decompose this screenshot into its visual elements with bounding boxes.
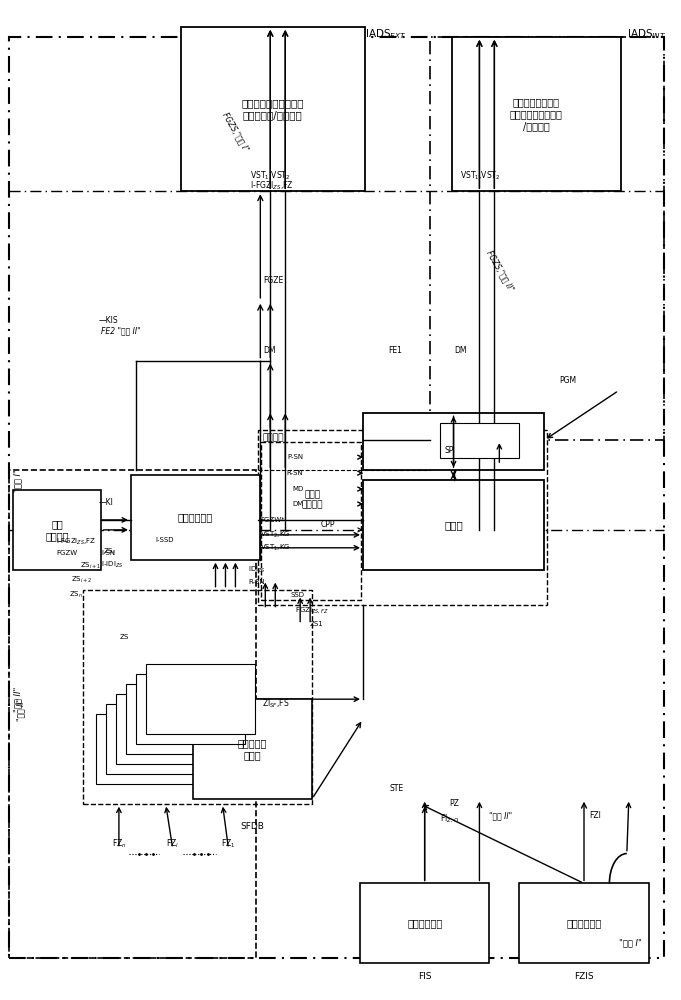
Bar — [136, 674, 245, 744]
Bar — [131, 475, 260, 560]
Text: FE2 "选项 II": FE2 "选项 II" — [101, 326, 140, 335]
Text: "选项 II": "选项 II" — [490, 811, 513, 820]
Text: R-SN: R-SN — [287, 470, 303, 476]
Text: FZ$_1$: FZ$_1$ — [221, 837, 236, 850]
Text: 背景
信息系统: 背景 信息系统 — [46, 519, 69, 541]
Text: MD: MD — [292, 486, 303, 492]
Text: FIS: FIS — [418, 972, 431, 981]
Text: FZ$_i$: FZ$_i$ — [166, 837, 179, 850]
Text: I-FGZI$_{ZS}$,FZ: I-FGZI$_{ZS}$,FZ — [251, 179, 294, 192]
Text: FGZS,"选项 I": FGZS,"选项 I" — [221, 110, 250, 153]
Bar — [106, 704, 215, 774]
Text: "选项 II": "选项 II" — [16, 698, 25, 721]
Text: ZS: ZS — [120, 634, 129, 640]
Text: FGZW: FGZW — [56, 550, 77, 556]
Text: VST$_2$,KG: VST$_2$,KG — [259, 530, 290, 540]
Bar — [146, 664, 255, 734]
Bar — [126, 684, 236, 754]
Text: ZS$_i$: ZS$_i$ — [104, 547, 116, 557]
Bar — [360, 883, 490, 963]
Text: "选项 II": "选项 II" — [14, 686, 22, 712]
Text: VST$_1$,VST$_2$: VST$_1$,VST$_2$ — [251, 169, 291, 182]
Text: FZI: FZI — [589, 811, 601, 820]
Text: IADS$_{INT}$: IADS$_{INT}$ — [627, 27, 666, 41]
Text: R-SN: R-SN — [249, 579, 265, 585]
Bar — [430, 37, 664, 440]
Text: IADS$_{EXT}$: IADS$_{EXT}$ — [365, 27, 406, 41]
Text: I-SN: I-SN — [101, 550, 115, 556]
Text: 外部的，例如陆地侧的
信息接收器/诊断系统: 外部的，例如陆地侧的 信息接收器/诊断系统 — [242, 98, 304, 120]
Text: "选项 I": "选项 I" — [14, 469, 22, 492]
Text: 内部的，例如位于
车辆上的信息接收器
/诊断系统: 内部的，例如位于 车辆上的信息接收器 /诊断系统 — [510, 97, 563, 131]
Text: ZI$_{SF}$,FS: ZI$_{SF}$,FS — [262, 698, 290, 710]
Text: STE: STE — [390, 784, 404, 793]
Text: 存储: 存储 — [447, 437, 460, 447]
Bar — [10, 470, 256, 958]
Text: DM: DM — [264, 346, 276, 355]
Text: SP: SP — [445, 446, 454, 455]
Bar — [258, 430, 547, 605]
Text: 乘客计数装置: 乘客计数装置 — [178, 512, 213, 522]
Bar — [520, 883, 649, 963]
Text: VST$_1$,VST$_2$: VST$_1$,VST$_2$ — [460, 169, 500, 182]
Text: I-IDI$_{ZS}$: I-IDI$_{ZS}$ — [101, 560, 123, 570]
Text: VST$_1$,KG: VST$_1$,KG — [259, 543, 290, 553]
Bar — [116, 694, 225, 764]
Text: ZS1: ZS1 — [310, 621, 324, 627]
Text: 行程信息系统: 行程信息系统 — [407, 918, 442, 928]
Bar — [180, 27, 365, 191]
Text: FZIS: FZIS — [574, 972, 594, 981]
Text: 处理器: 处理器 — [444, 520, 463, 530]
Text: DM: DM — [292, 501, 303, 507]
Bar — [363, 480, 544, 570]
Text: "选项 I": "选项 I" — [619, 939, 642, 948]
Text: 车辆信息系统: 车辆信息系统 — [567, 918, 601, 928]
Bar — [363, 413, 544, 470]
Bar — [440, 423, 520, 458]
Text: FE1: FE1 — [387, 346, 402, 355]
Text: FZ$_n$: FZ$_n$ — [112, 837, 126, 850]
Text: 路段和车辆
数据库: 路段和车辆 数据库 — [238, 738, 267, 760]
Text: FI$_{Z,O}$: FI$_{Z,O}$ — [440, 813, 459, 825]
Text: —KI: —KI — [99, 498, 114, 507]
Text: IDI$_{ZS}$: IDI$_{ZS}$ — [249, 565, 266, 575]
Bar — [452, 37, 621, 191]
Text: I-FGZI$_{ZS}$,FZ: I-FGZI$_{ZS}$,FZ — [56, 537, 97, 547]
Bar — [83, 590, 312, 804]
Text: FGZI$_{ZS,FZ}$: FGZI$_{ZS,FZ}$ — [295, 605, 329, 615]
Text: ZS$_{i+2}$: ZS$_{i+2}$ — [71, 575, 92, 585]
Bar — [96, 714, 206, 784]
Text: —KIS: —KIS — [99, 316, 118, 325]
Text: 控制单元: 控制单元 — [262, 434, 284, 443]
Text: PZ: PZ — [449, 799, 460, 808]
Text: PGM: PGM — [559, 376, 576, 385]
Text: ZS$_{i+1}$: ZS$_{i+1}$ — [80, 561, 101, 571]
Bar — [193, 699, 312, 799]
Text: SFDB: SFDB — [240, 822, 264, 831]
Text: I-SSD: I-SSD — [156, 537, 174, 543]
Text: SSD: SSD — [290, 592, 304, 598]
Text: ZS$_n$: ZS$_n$ — [69, 590, 83, 600]
Bar — [14, 490, 101, 570]
Text: DM: DM — [454, 346, 467, 355]
Text: FGZE: FGZE — [264, 276, 283, 285]
Text: 计数传感器: 计数传感器 — [182, 694, 213, 704]
Text: FGZW*: FGZW* — [261, 517, 285, 523]
Text: P-SN: P-SN — [287, 454, 303, 460]
Text: 计算机
程序产品: 计算机 程序产品 — [302, 490, 323, 510]
Bar — [262, 442, 361, 600]
Text: CPP: CPP — [321, 520, 335, 529]
Text: FGZS,"选项 II": FGZS,"选项 II" — [484, 249, 515, 293]
